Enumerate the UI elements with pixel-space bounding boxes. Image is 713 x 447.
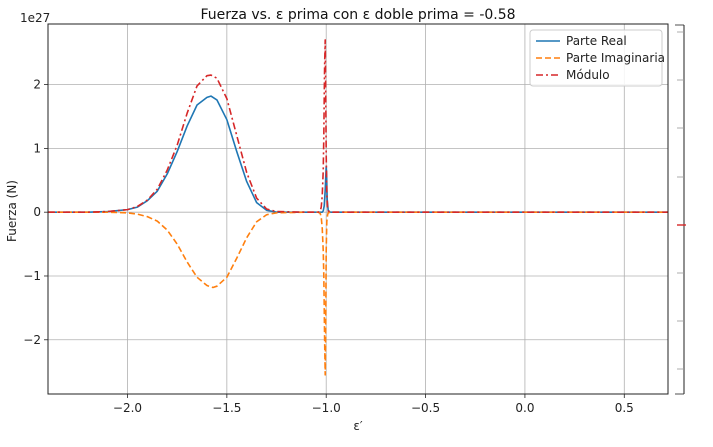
legend-box <box>529 29 663 87</box>
x-tick-label: 0.5 <box>615 401 634 415</box>
x-axis-label: ε′ <box>353 419 362 433</box>
y-tick-label: 0 <box>33 205 41 219</box>
axes-frame <box>47 23 669 395</box>
x-tick-label: −2.0 <box>113 401 142 415</box>
series-lines <box>48 39 668 376</box>
legend-label: Parte Imaginaria <box>566 51 665 65</box>
x-tick-label: −0.5 <box>411 401 440 415</box>
chart-title: Fuerza vs. ε prima con ε doble prima = -… <box>200 7 515 23</box>
x-tick-label: 0.0 <box>515 401 534 415</box>
series-line <box>48 39 668 213</box>
x-tick-label: −1.5 <box>212 401 241 415</box>
axes <box>44 23 669 398</box>
series-line <box>48 211 668 376</box>
y-axis-label: Fuerza (N) <box>5 180 19 242</box>
tick-labels: −2.0 −1.5 −1.0 −0.5 0.0 0.5 −2 −1 0 1 2 <box>23 78 634 415</box>
legend: Parte Real Parte Imaginaria Módulo <box>529 29 665 87</box>
side-axis-strip <box>675 24 686 395</box>
y-scale-label: 1e27 <box>20 11 50 25</box>
y-tick-label: −2 <box>23 333 41 347</box>
y-tick-label: −1 <box>23 269 41 283</box>
legend-label: Parte Real <box>566 34 627 48</box>
legend-label: Módulo <box>566 68 610 82</box>
y-tick-label: 2 <box>33 78 41 92</box>
y-tick-label: 1 <box>33 141 41 155</box>
x-tick-label: −1.0 <box>312 401 341 415</box>
